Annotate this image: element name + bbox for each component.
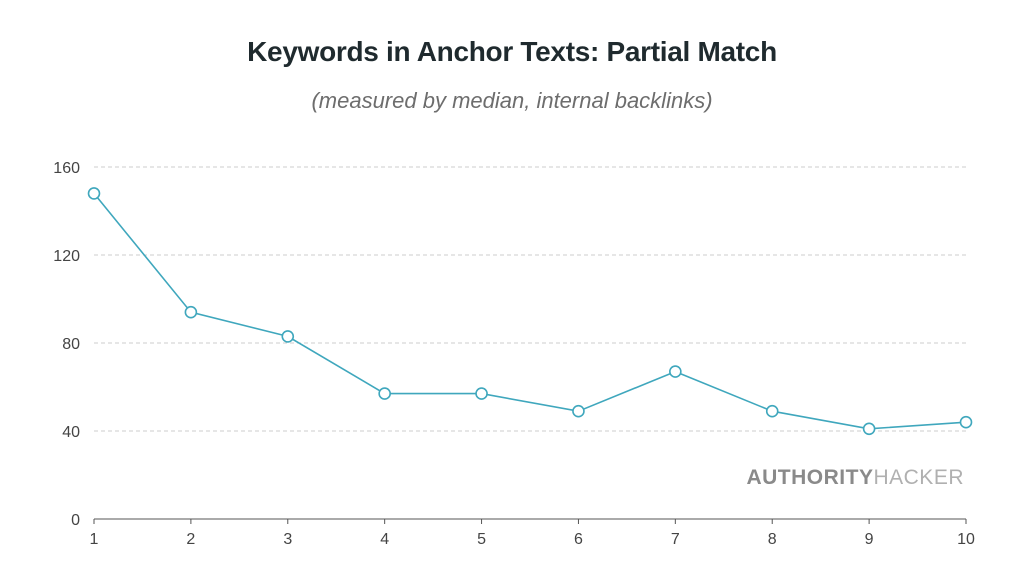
x-tick-label: 1 (90, 531, 99, 548)
data-point (184, 305, 198, 319)
y-tick-label: 120 (53, 248, 80, 265)
x-tick-label: 9 (865, 531, 874, 548)
data-point (87, 187, 101, 200)
data-points (87, 187, 973, 436)
watermark-light: HACKER (873, 466, 964, 489)
x-tick-label: 6 (574, 531, 583, 548)
data-point (281, 330, 295, 343)
x-tick-label: 4 (380, 531, 389, 548)
data-point (572, 404, 585, 418)
x-tick-label: 3 (283, 531, 292, 548)
series-line (93, 192, 967, 430)
x-tick-label: 10 (957, 531, 975, 548)
y-tick-label: 40 (62, 424, 80, 441)
x-tick-label: 8 (768, 531, 777, 548)
x-tick-label: 7 (671, 531, 680, 548)
y-axis-ticks: 0 40 80 120 160 (53, 160, 80, 529)
data-point (669, 365, 682, 378)
watermark-bold: AUTHORITY (746, 466, 873, 489)
data-point (765, 404, 779, 418)
y-tick-label: 80 (62, 336, 80, 353)
gridlines (94, 166, 966, 432)
y-tick-label: 160 (53, 160, 80, 177)
data-point (475, 387, 488, 400)
data-point (378, 387, 391, 400)
data-point (959, 415, 973, 429)
x-tick-label: 2 (186, 531, 195, 548)
y-tick-label: 0 (71, 512, 80, 529)
x-tick-label: 5 (477, 531, 486, 548)
chart-title: Keywords in Anchor Texts: Partial Match (247, 36, 777, 67)
data-point (862, 422, 876, 436)
watermark-logo: AUTHORITYHACKER (746, 466, 964, 489)
chart-subtitle: (measured by median, internal backlinks) (311, 88, 713, 113)
x-axis-ticks: 1 2 3 4 5 6 7 8 9 10 (90, 519, 975, 548)
